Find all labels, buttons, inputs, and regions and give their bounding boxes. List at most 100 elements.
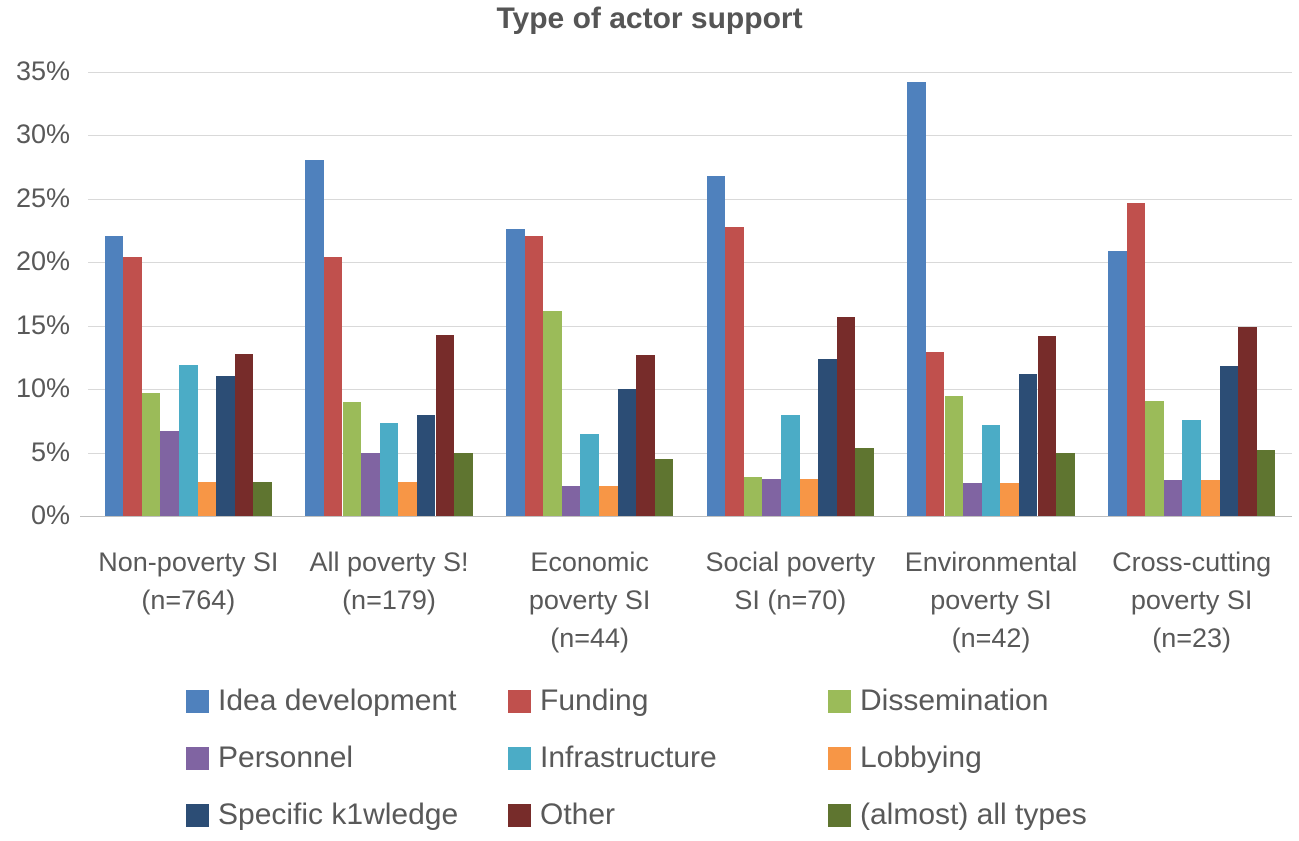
x-category-label-line: (n=764) xyxy=(141,585,236,615)
bar-lobbying-group4 xyxy=(799,479,819,516)
bar-funding-group5 xyxy=(925,352,945,516)
y-tick-label-30%: 30% xyxy=(15,119,70,150)
bar-lobbying-group5 xyxy=(1000,483,1019,516)
gridline-30% xyxy=(88,135,1292,137)
bar-infrastructure-group1 xyxy=(179,365,198,516)
bar-funding-group6 xyxy=(1126,202,1146,516)
bar-almost-all-types-group6 xyxy=(1256,450,1276,516)
bar-funding-group2 xyxy=(323,257,343,516)
bar-personnel-group1 xyxy=(160,431,180,516)
y-tick-label-10%: 10% xyxy=(15,373,70,404)
bar-almost-all-types-group3 xyxy=(654,458,674,516)
bar-lobbying-group1 xyxy=(197,481,217,516)
x-category-label-line: All poverty S! xyxy=(309,547,469,577)
bar-lobbying-group3 xyxy=(598,485,618,516)
x-category-label-6: Cross-cutting poverty SI (n=23) xyxy=(1091,543,1292,657)
bar-idea-development-group3 xyxy=(505,229,525,516)
gridline-10% xyxy=(88,389,1292,391)
legend-swatch-funding xyxy=(508,689,531,713)
gridline-20% xyxy=(88,262,1292,264)
bar-other-group3 xyxy=(636,354,655,516)
x-category-label-line: (n=179) xyxy=(342,585,436,615)
legend-swatch-specific-k1wledge xyxy=(186,803,209,827)
bar-infrastructure-group2 xyxy=(379,423,399,516)
gridline-5% xyxy=(88,452,1292,454)
x-category-label-3: Economic poverty SI (n=44) xyxy=(489,543,690,657)
bar-other-group6 xyxy=(1238,326,1257,516)
y-tick-label-5%: 5% xyxy=(30,436,70,467)
bar-other-group2 xyxy=(435,334,455,516)
bar-infrastructure-group6 xyxy=(1182,419,1201,516)
bar-idea-development-group5 xyxy=(907,82,926,516)
legend-swatch-dissemination xyxy=(828,689,851,713)
chart-title: Type of actor support xyxy=(496,2,803,35)
legend-label: Other xyxy=(540,798,616,831)
x-category-label-line: poverty SI xyxy=(1130,585,1253,615)
y-tick-label-25%: 25% xyxy=(15,182,70,213)
x-category-label-line: Non-poverty SI xyxy=(98,547,279,577)
legend-label: Specific k1wledge xyxy=(218,798,459,831)
bar-idea-development-group2 xyxy=(305,159,324,516)
legend-item-dissemination: Dissemination xyxy=(828,684,1087,718)
bar-almost-all-types-group2 xyxy=(454,452,473,516)
x-category-label-line: Environmental xyxy=(904,547,1078,577)
x-category-label-line: (n=42) xyxy=(951,623,1031,653)
bar-idea-development-group4 xyxy=(706,176,726,516)
gridline-25% xyxy=(88,198,1292,200)
bar-personnel-group2 xyxy=(361,452,380,516)
bar-other-group5 xyxy=(1037,335,1057,516)
bar-dissemination-group4 xyxy=(743,476,763,516)
legend-item-funding: Funding xyxy=(508,684,828,718)
bar-dissemination-group3 xyxy=(543,310,562,516)
legend-label: Lobbying xyxy=(860,741,982,774)
bar-lobbying-group6 xyxy=(1200,480,1220,516)
bar-infrastructure-group4 xyxy=(781,414,800,516)
x-axis-line xyxy=(80,516,1292,517)
legend-item-personnel: Personnel xyxy=(186,741,508,775)
x-category-label-line: SI (n=70) xyxy=(734,585,847,615)
bar-personnel-group3 xyxy=(561,485,581,516)
bar-almost-all-types-group1 xyxy=(253,481,273,516)
bar-specific-k1wledge-group5 xyxy=(1018,373,1038,516)
bar-funding-group3 xyxy=(524,235,544,516)
bar-idea-development-group1 xyxy=(104,235,124,516)
x-category-label-line: Economic xyxy=(530,547,649,577)
y-tick-label-0%: 0% xyxy=(30,500,70,530)
x-category-label-line: Social poverty xyxy=(705,547,876,577)
legend-label: Infrastructure xyxy=(540,741,717,774)
x-category-label-5: Environmental poverty SI (n=42) xyxy=(891,543,1092,657)
bar-infrastructure-group5 xyxy=(981,424,1001,516)
legend-swatch-infrastructure xyxy=(508,746,531,770)
bar-lobbying-group2 xyxy=(398,481,417,516)
legend-label: Personnel xyxy=(218,741,354,774)
bar-personnel-group4 xyxy=(762,479,782,516)
bar-almost-all-types-group5 xyxy=(1056,452,1075,516)
bar-idea-development-group6 xyxy=(1107,250,1127,516)
plot-area xyxy=(80,72,1292,517)
x-category-label-line: poverty SI xyxy=(930,585,1052,615)
legend-label: Dissemination xyxy=(860,684,1049,717)
x-category-label-line: Cross-cutting xyxy=(1112,547,1272,577)
bar-specific-k1wledge-group4 xyxy=(818,358,837,516)
bar-specific-k1wledge-group1 xyxy=(216,376,235,516)
legend-item-specific-k1wledge: Specific k1wledge xyxy=(186,798,508,832)
y-tick-label-20%: 20% xyxy=(15,246,70,277)
x-category-label-line: poverty SI xyxy=(528,585,651,615)
bar-dissemination-group6 xyxy=(1145,400,1164,516)
bar-dissemination-group5 xyxy=(944,395,964,516)
x-category-label-line: (n=23) xyxy=(1152,623,1232,653)
legend-item-idea-development: Idea development xyxy=(186,684,508,718)
legend-label: Funding xyxy=(540,684,649,717)
y-tick-label-15%: 15% xyxy=(15,309,70,340)
legend-item-almost-all-types: (almost) all types xyxy=(828,798,1087,832)
bar-specific-k1wledge-group6 xyxy=(1219,366,1239,516)
legend-label: (almost) all types xyxy=(860,798,1087,831)
bar-specific-k1wledge-group3 xyxy=(617,389,637,516)
legend-item-infrastructure: Infrastructure xyxy=(508,741,828,775)
legend-swatch-personnel xyxy=(186,746,209,770)
bar-almost-all-types-group4 xyxy=(855,447,875,516)
bar-specific-k1wledge-group2 xyxy=(416,414,436,516)
bar-other-group4 xyxy=(836,316,856,516)
legend-item-lobbying: Lobbying xyxy=(828,741,1087,775)
